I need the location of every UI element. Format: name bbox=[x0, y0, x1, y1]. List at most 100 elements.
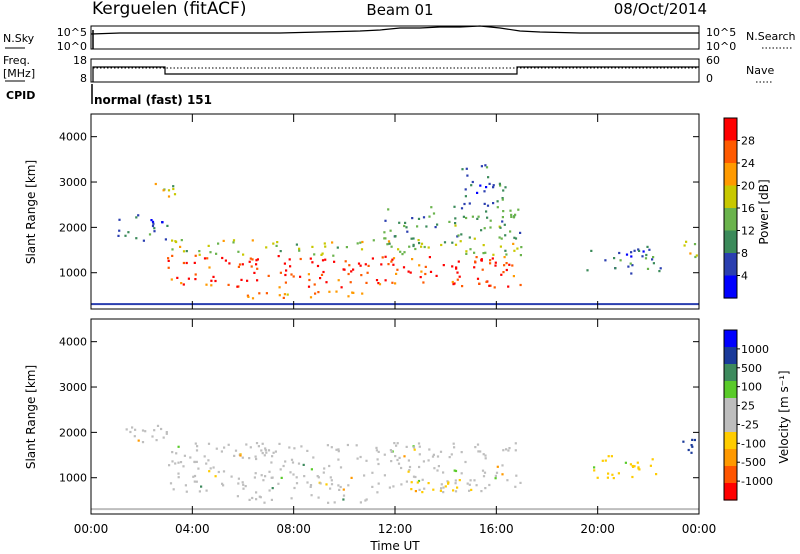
echo-cell bbox=[473, 266, 476, 269]
echo-cell bbox=[590, 249, 593, 252]
echo-cell bbox=[390, 460, 393, 463]
echo-cell bbox=[418, 242, 421, 245]
echo-cell bbox=[633, 249, 636, 252]
echo-cell bbox=[451, 241, 454, 244]
echo-cell bbox=[496, 465, 499, 468]
echo-cell bbox=[290, 458, 294, 461]
echo-cell bbox=[514, 449, 517, 452]
echo-cell bbox=[237, 482, 240, 485]
echo-cell bbox=[436, 469, 439, 472]
nsky-line bbox=[90, 25, 699, 35]
echo-cell bbox=[450, 453, 453, 456]
x-tick-label: 00:00 bbox=[682, 522, 717, 536]
echo-cell bbox=[418, 465, 421, 469]
echo-cell bbox=[342, 268, 345, 271]
echo-cell bbox=[177, 461, 180, 464]
echo-cell bbox=[371, 471, 374, 474]
echo-cell bbox=[117, 234, 120, 237]
echo-cell bbox=[248, 457, 251, 460]
echo-cell bbox=[630, 251, 633, 254]
echo-cell bbox=[502, 271, 505, 274]
echo-cell bbox=[171, 254, 174, 257]
echo-cell bbox=[460, 233, 463, 236]
echo-cell bbox=[180, 282, 183, 285]
echo-cell bbox=[244, 485, 247, 488]
echo-cell bbox=[270, 498, 273, 501]
echo-cell bbox=[484, 251, 487, 254]
echo-cell bbox=[223, 446, 226, 449]
echo-cell bbox=[288, 446, 291, 449]
echo-cell bbox=[263, 501, 266, 504]
echo-cell bbox=[464, 195, 467, 198]
velocity-data bbox=[91, 424, 699, 511]
echo-cell bbox=[233, 454, 236, 457]
echo-cell bbox=[409, 271, 412, 274]
echo-cell bbox=[185, 490, 188, 493]
echo-cell bbox=[633, 465, 636, 468]
echo-cell bbox=[637, 248, 640, 251]
echo-cell bbox=[421, 491, 424, 494]
echo-cell bbox=[422, 281, 425, 284]
echo-cell bbox=[458, 275, 461, 278]
echo-cell bbox=[434, 226, 437, 229]
echo-cell bbox=[519, 283, 522, 287]
echo-cell bbox=[279, 250, 282, 253]
echo-cell bbox=[271, 487, 274, 490]
nsky-label: N.Sky bbox=[3, 32, 35, 45]
echo-cell bbox=[317, 291, 320, 294]
echo-cell bbox=[468, 202, 471, 205]
echo-cell bbox=[514, 485, 517, 488]
echo-cell bbox=[142, 239, 145, 242]
echo-cell bbox=[238, 263, 242, 266]
echo-cell bbox=[336, 246, 339, 249]
velocity-panel-frame bbox=[90, 318, 700, 515]
echo-cell bbox=[483, 190, 486, 193]
echo-cell bbox=[215, 252, 218, 255]
freq-panel bbox=[90, 58, 700, 83]
echo-cell bbox=[276, 241, 279, 244]
echo-cell bbox=[512, 275, 515, 278]
echo-cell bbox=[377, 282, 380, 285]
echo-cell bbox=[365, 459, 368, 462]
power-colorbar: 28 24 20 16 12 8 4 bbox=[723, 117, 755, 299]
colorbar-swatch bbox=[724, 347, 737, 365]
echo-cell bbox=[501, 473, 504, 476]
time-axis: 00:00 04:00 08:00 12:00 16:00 20:00 00:00 bbox=[74, 114, 717, 536]
echo-cell bbox=[428, 215, 431, 218]
echo-cell bbox=[162, 436, 165, 439]
echo-cell bbox=[651, 258, 654, 261]
echo-cell bbox=[440, 487, 443, 490]
echo-cell bbox=[151, 224, 155, 228]
echo-cell bbox=[308, 278, 311, 282]
echo-cell bbox=[423, 487, 426, 490]
echo-cell bbox=[377, 450, 380, 453]
echo-cell bbox=[261, 442, 264, 445]
echo-cell bbox=[487, 176, 490, 179]
echo-cell bbox=[418, 264, 421, 267]
echo-cell bbox=[330, 479, 333, 482]
echo-cell bbox=[470, 184, 473, 187]
echo-cell bbox=[474, 446, 477, 449]
echo-cell bbox=[242, 483, 245, 486]
colorbar-swatch bbox=[724, 415, 737, 433]
echo-cell bbox=[511, 264, 514, 267]
echo-cell bbox=[346, 443, 349, 447]
colorbar-tick-label: 25 bbox=[741, 400, 755, 413]
echo-cell bbox=[436, 455, 440, 458]
echo-cell bbox=[360, 274, 363, 277]
y-tick-label: 4000 bbox=[59, 336, 87, 349]
echo-cell bbox=[424, 265, 427, 268]
echo-cell bbox=[221, 482, 224, 485]
echo-cell bbox=[131, 426, 134, 429]
echo-cell bbox=[397, 248, 400, 251]
echo-cell bbox=[254, 472, 257, 475]
echo-cell bbox=[133, 435, 136, 438]
echo-cell bbox=[476, 191, 479, 194]
echo-cell bbox=[165, 431, 168, 434]
echo-cell bbox=[474, 260, 477, 263]
nave-tick-bottom: 0 bbox=[706, 72, 713, 85]
echo-cell bbox=[205, 462, 208, 465]
echo-cell bbox=[641, 255, 644, 258]
colorbar-swatch bbox=[724, 381, 737, 399]
echo-cell bbox=[629, 262, 632, 265]
